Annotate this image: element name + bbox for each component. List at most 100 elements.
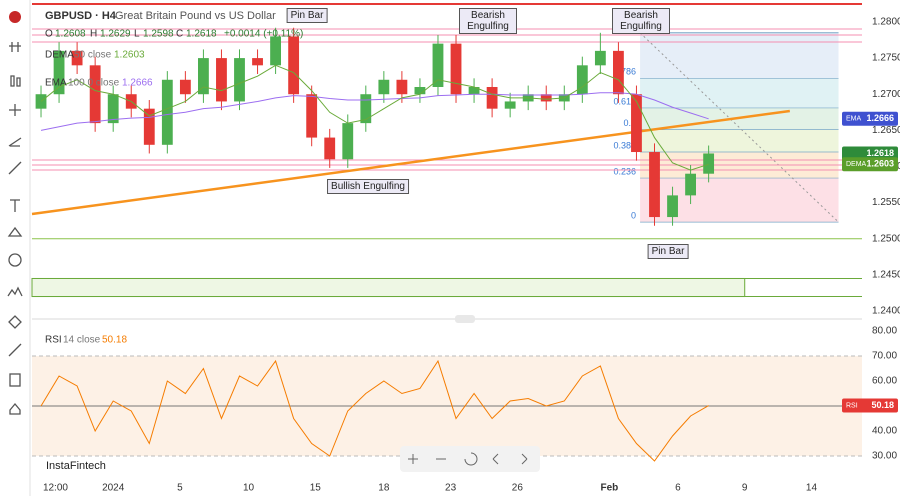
x-tick-label: 9 bbox=[742, 483, 748, 494]
candle-body bbox=[107, 94, 119, 124]
fib-label: 0.786 bbox=[614, 67, 637, 77]
indicator-params: 50 close bbox=[74, 50, 112, 61]
ohlc-value: 1.2608 bbox=[55, 29, 86, 40]
description: Great Britain Pound vs US Dollar bbox=[115, 10, 276, 22]
candle-body bbox=[450, 43, 462, 95]
badge-name: RSI bbox=[846, 402, 858, 409]
x-tick-label: 12:00 bbox=[43, 483, 68, 494]
y-tick-label: 1.2700 bbox=[872, 89, 900, 100]
toolbar bbox=[0, 0, 30, 496]
x-tick-label: 15 bbox=[310, 483, 322, 494]
y-tick-label: 60.00 bbox=[872, 376, 897, 387]
candle-body bbox=[288, 36, 300, 95]
badge-value: 1.2603 bbox=[866, 159, 894, 169]
fib-label: 0.382 bbox=[614, 140, 637, 150]
ohlc-value: 1.2598 bbox=[143, 29, 174, 40]
candle-body bbox=[540, 94, 552, 102]
candle-body bbox=[216, 58, 227, 102]
symbol: GBPUSD · H4 bbox=[45, 10, 117, 22]
price-badge bbox=[842, 111, 898, 126]
candle-body bbox=[613, 50, 624, 95]
x-tick-label: 18 bbox=[378, 483, 390, 494]
x-tick-label: 10 bbox=[243, 483, 255, 494]
candle-body bbox=[631, 94, 642, 153]
rsi-params: 14 close bbox=[63, 335, 101, 346]
candle-body bbox=[414, 86, 426, 95]
rsi-name: RSI bbox=[45, 335, 62, 346]
y-tick-label: 1.2450 bbox=[872, 270, 900, 281]
fib-label: 0 bbox=[631, 210, 636, 220]
indicator-value: 1.2603 bbox=[114, 50, 145, 61]
x-tick-label: 14 bbox=[806, 483, 818, 494]
candle-body bbox=[306, 94, 318, 138]
annotation: Bearish Engulfing bbox=[459, 8, 517, 34]
candle-body bbox=[685, 173, 696, 196]
fib-zone bbox=[640, 32, 839, 79]
candle-body bbox=[53, 50, 65, 95]
candle-body bbox=[667, 195, 678, 218]
x-tick-label: 2024 bbox=[102, 483, 125, 494]
price-badge bbox=[842, 398, 898, 413]
candle-body bbox=[234, 58, 245, 102]
ohlc-label: C bbox=[176, 29, 183, 40]
candle-body bbox=[252, 58, 263, 66]
change: +0.0014 (+0.11%) bbox=[224, 29, 303, 40]
candle-body bbox=[504, 101, 516, 109]
fib-label: 0.618 bbox=[614, 96, 637, 106]
candle-body bbox=[703, 153, 715, 174]
badge-name: DEMA bbox=[846, 161, 867, 168]
y-tick-label: 1.2800 bbox=[872, 17, 900, 28]
candle-body bbox=[342, 123, 354, 160]
badge-value: 1.2618 bbox=[866, 148, 894, 158]
annotation: Pin Bar bbox=[647, 244, 689, 259]
candle-body bbox=[378, 79, 390, 95]
candle-body bbox=[649, 152, 660, 218]
pane-handle[interactable] bbox=[455, 315, 475, 323]
y-tick-label: 30.00 bbox=[872, 451, 897, 462]
ohlc-label: H bbox=[90, 29, 97, 40]
candle-body bbox=[432, 43, 444, 87]
candle-body bbox=[89, 65, 101, 124]
ohlc-value: 1.2629 bbox=[100, 29, 131, 40]
y-tick-label: 1.2400 bbox=[872, 306, 900, 317]
indicator-name: DEMA bbox=[45, 50, 74, 61]
rsi-line bbox=[40, 359, 709, 462]
zoom-controls[interactable] bbox=[400, 446, 540, 472]
annotation: Bearish Engulfing bbox=[612, 8, 670, 34]
fib-label: 0.236 bbox=[614, 166, 637, 176]
indicator-value: 1.2666 bbox=[122, 78, 153, 89]
candle-body bbox=[360, 94, 372, 124]
toolbar-icons[interactable] bbox=[7, 11, 23, 415]
badge-value: 1.2666 bbox=[866, 113, 894, 123]
ohlc-label: L bbox=[134, 29, 140, 40]
indicator-line bbox=[40, 64, 709, 171]
y-tick-label: 40.00 bbox=[872, 426, 897, 437]
candle-body bbox=[161, 79, 173, 145]
annotation: Bullish Engulfing bbox=[327, 179, 409, 194]
candle-body bbox=[198, 58, 209, 95]
price-badge bbox=[842, 146, 898, 161]
plot-area: 0 0.236 0.382 0.5 0.618 0.786 1.2800 1.2750 1.27… bbox=[31, 2, 900, 494]
candle-body bbox=[179, 79, 191, 95]
fib-label: 0.5 bbox=[624, 118, 637, 128]
price-badge bbox=[842, 157, 898, 172]
indicator-name: EMA bbox=[45, 78, 67, 89]
candle-body bbox=[594, 50, 606, 66]
trendline bbox=[31, 109, 790, 216]
support-zone bbox=[31, 277, 746, 298]
candle-body bbox=[396, 79, 408, 95]
fib-zone bbox=[640, 78, 839, 108]
y-tick-label: 70.00 bbox=[872, 351, 897, 362]
y-tick-label: 1.2650 bbox=[872, 125, 900, 136]
ohlc-label: O bbox=[45, 29, 53, 40]
fib-diagonal bbox=[639, 32, 839, 223]
fib-zone bbox=[640, 129, 839, 153]
indicator-line bbox=[40, 92, 709, 131]
x-tick-label: 23 bbox=[445, 483, 457, 494]
x-tick-label: 6 bbox=[675, 483, 681, 494]
annotation: Pin Bar bbox=[286, 8, 328, 23]
candle-body bbox=[143, 108, 155, 145]
candle-body bbox=[576, 65, 588, 95]
